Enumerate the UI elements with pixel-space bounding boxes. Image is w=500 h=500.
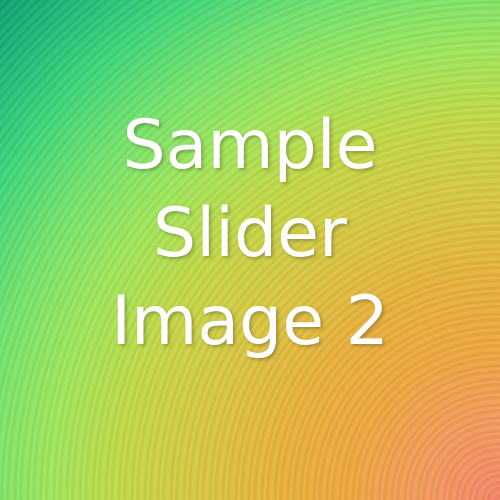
slide-caption: Sample Slider Image 2 — [0, 102, 500, 366]
caption-line-3: Image 2 — [111, 282, 389, 361]
caption-line-1: Sample — [122, 106, 378, 185]
caption-line-2: Slider — [153, 194, 347, 273]
